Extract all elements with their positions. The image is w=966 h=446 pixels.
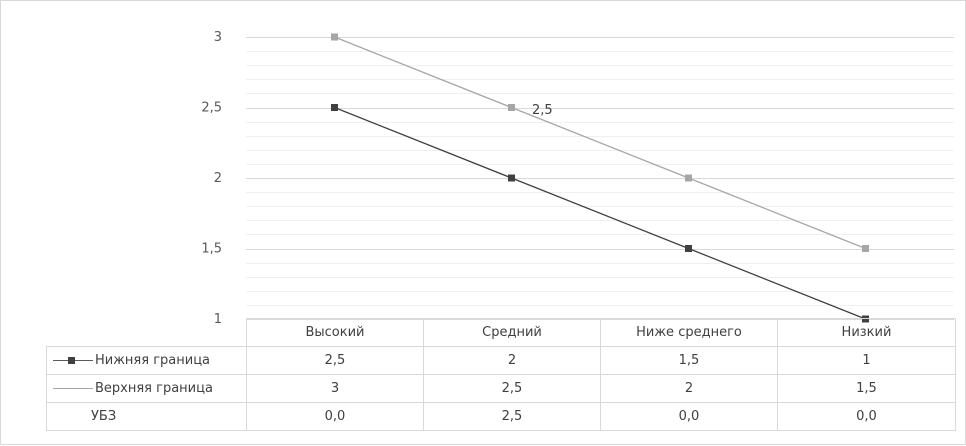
data-point-marker xyxy=(685,245,692,252)
category-label: Ниже среднего xyxy=(600,318,778,347)
table-cell: 0,0 xyxy=(246,402,424,431)
table-cell: 2,5 xyxy=(246,346,424,375)
table-row-upper: Верхняя граница 3 2,5 2 1,5 xyxy=(46,374,956,403)
y-axis-ticks: 1 1,5 2 2,5 3 xyxy=(201,30,222,327)
table-cell: 0,0 xyxy=(777,402,956,431)
table-cell: 2 xyxy=(423,346,601,375)
series-lines xyxy=(331,33,869,323)
data-label-ubz: 2,5 xyxy=(532,103,553,118)
data-point-marker xyxy=(508,104,515,111)
y-tick-label: 2,5 xyxy=(201,101,222,116)
table-corner xyxy=(47,319,247,347)
data-table: Высокий Средний Ниже среднего Низкий Ниж… xyxy=(46,318,956,431)
table-cell: 2,5 xyxy=(423,374,601,403)
legend-key-upper-icon xyxy=(53,384,93,394)
legend-key-lower-icon xyxy=(53,356,93,366)
y-tick-label: 3 xyxy=(214,30,222,45)
table-cell: 2 xyxy=(600,374,778,403)
data-point-marker xyxy=(508,174,515,182)
table-header-row: Высокий Средний Ниже среднего Низкий xyxy=(47,318,956,347)
row-head-ubz: УБЗ xyxy=(46,402,247,431)
table-cell: 0,0 xyxy=(600,402,778,431)
data-point-marker xyxy=(331,33,338,41)
series-line-1 xyxy=(334,36,866,250)
y-tick-label: 1 xyxy=(214,312,222,327)
table-cell: 1 xyxy=(777,346,956,375)
gridlines xyxy=(246,37,954,320)
y-tick-label: 1,5 xyxy=(201,242,222,257)
table-cell: 2,5 xyxy=(423,402,601,431)
row-head-upper: Верхняя граница xyxy=(46,374,247,403)
table-cell: 1,5 xyxy=(777,374,956,403)
series-line-0 xyxy=(334,106,866,320)
table-row-lower: Нижняя граница 2,5 2 1,5 1 xyxy=(46,346,956,375)
row-head-lower: Нижняя граница xyxy=(46,346,247,375)
data-point-marker xyxy=(862,245,869,252)
data-point-marker xyxy=(685,174,692,182)
series-name: Нижняя граница xyxy=(95,353,211,368)
table-cell: 1,5 xyxy=(600,346,778,375)
y-tick-label: 2 xyxy=(214,171,222,186)
table-row-ubz: УБЗ 0,0 2,5 0,0 0,0 xyxy=(46,402,956,431)
category-label: Средний xyxy=(423,318,601,347)
category-label: Низкий xyxy=(777,318,956,347)
table-cell: 3 xyxy=(246,374,424,403)
data-point-marker xyxy=(331,104,338,111)
series-name: Верхняя граница xyxy=(95,381,213,396)
series-name: УБЗ xyxy=(91,409,117,424)
category-label: Высокий xyxy=(246,318,424,347)
